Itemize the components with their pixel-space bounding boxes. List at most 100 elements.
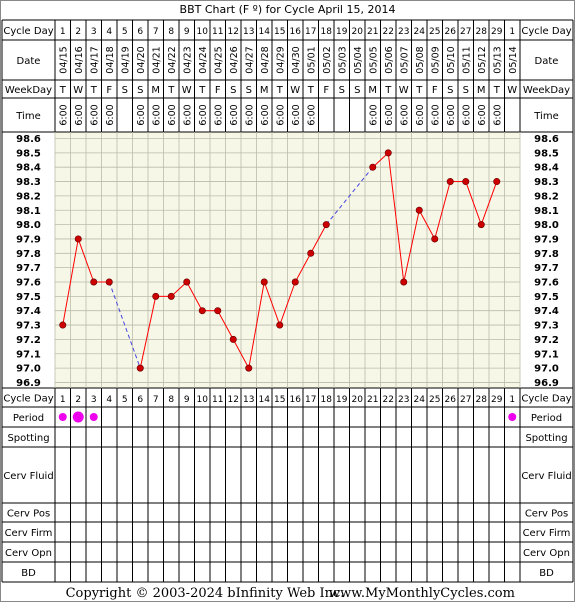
bbt-line-segment	[263, 281, 281, 326]
row-label-right: Period	[531, 413, 562, 424]
y-tick-label-left: 97.5	[16, 292, 41, 303]
cycle-day-bottom: 9	[184, 395, 190, 405]
cycle-day-bottom: 3	[91, 395, 97, 405]
weekday-label: W	[399, 85, 409, 96]
date-label: 05/04	[353, 46, 364, 73]
cycle-day-bottom: 1	[509, 395, 515, 405]
date-label: 04/27	[244, 46, 255, 73]
bbt-line-segment	[77, 238, 95, 283]
footer-site-link[interactable]: www.MyMonthlyCycles.com	[329, 586, 515, 601]
cycle-day-bottom: 16	[290, 395, 302, 405]
labels-layer: Cycle Day Cycle Day Date Date WeekDay WeekDay…	[3, 26, 571, 579]
time-label: 6:00	[136, 104, 147, 125]
bbt-point	[415, 206, 423, 214]
y-tick-label-left: 97.7	[16, 263, 41, 274]
cycle-day-bottom: 27	[460, 395, 471, 405]
row-label-right: WeekDay	[523, 85, 570, 96]
row-label-left: Period	[13, 413, 44, 424]
bbt-point	[276, 321, 284, 329]
bbt-point	[229, 335, 237, 343]
cycle-day-top: 29	[491, 27, 503, 37]
bbt-line-segment	[279, 281, 296, 326]
time-label: 6:00	[182, 104, 193, 125]
cycle-day-top: 24	[414, 27, 426, 37]
y-tick-label-left: 98.2	[16, 191, 41, 202]
period-dot	[58, 413, 67, 421]
bbt-point	[307, 249, 315, 257]
y-tick-label-left: 96.9	[16, 378, 41, 389]
cycle-day-top: 21	[367, 27, 378, 37]
cycle-day-bottom: 6	[137, 395, 143, 405]
cycle-day-bottom: 17	[305, 395, 316, 405]
cycle-day-top: 15	[274, 27, 285, 37]
weekday-label: F	[106, 85, 112, 96]
cycle-day-bottom: 13	[243, 395, 254, 405]
row-label-right: Cerv Firm	[523, 528, 571, 539]
cycle-day-top: 19	[336, 27, 348, 37]
date-label: 04/30	[291, 46, 302, 73]
weekday-label: W	[73, 85, 83, 96]
y-tick-label-left: 97.2	[16, 335, 41, 346]
cycle-day-top: 11	[212, 27, 223, 37]
y-tick-label-left: 97.0	[16, 364, 41, 375]
bbt-line-segment	[465, 181, 482, 225]
row-label-left: Cerv Pos	[7, 509, 50, 520]
cycle-day-bottom: 1	[60, 395, 66, 405]
time-label: 6:00	[368, 104, 379, 125]
bbt-point	[260, 278, 268, 286]
row-label-right: Time	[533, 111, 558, 122]
y-tick-label-right: 97.4	[534, 306, 559, 317]
bbt-line-segment	[310, 224, 327, 254]
bbt-line-segment	[387, 152, 405, 283]
weekday-label: W	[182, 85, 192, 96]
weekday-label: W	[507, 85, 517, 96]
bbt-point	[322, 221, 330, 229]
y-tick-label-left: 97.4	[16, 306, 41, 317]
cycle-day-top: 27	[460, 27, 471, 37]
y-tick-label-right: 98.0	[534, 220, 559, 231]
bbt-line-segment	[294, 253, 312, 283]
weekday-label: T	[493, 85, 501, 96]
y-tick-label-right: 98.5	[534, 148, 559, 159]
y-tick-label-left: 98.4	[16, 163, 41, 174]
weekday-label: F	[215, 85, 221, 96]
date-label: 04/28	[260, 46, 271, 73]
date-label: 05/10	[446, 46, 457, 73]
y-tick-label-right: 97.6	[534, 278, 559, 289]
cycle-day-top: 10	[197, 27, 209, 37]
y-tick-label-right: 98.3	[534, 177, 559, 188]
bbt-point	[400, 278, 408, 286]
weekday-label: F	[432, 85, 438, 96]
time-label: 6:00	[74, 104, 85, 125]
date-label: 05/14	[508, 46, 519, 73]
cycle-day-top: 23	[398, 27, 409, 37]
weekday-label: T	[59, 85, 67, 96]
time-label: 6:00	[167, 104, 178, 125]
y-tick-label-right: 97.3	[534, 321, 559, 332]
y-tick-label-left: 98.6	[16, 134, 41, 145]
date-label: 05/08	[415, 46, 426, 73]
row-label-left: Cycle Day	[3, 26, 53, 37]
bbt-point	[446, 178, 454, 186]
bbt-line-segment	[217, 310, 234, 340]
row-label-right: Cycle Day	[521, 394, 571, 405]
bbt-point	[214, 307, 222, 315]
bbt-point	[493, 178, 501, 186]
y-tick-label-right: 97.5	[534, 292, 559, 303]
time-label: 6:00	[151, 104, 162, 125]
bbt-point	[136, 364, 144, 372]
row-label-right: Spotting	[525, 433, 567, 444]
cycle-day-bottom: 7	[153, 395, 159, 405]
row-label-right: Cerv Pos	[525, 509, 568, 520]
y-tick-label-right: 98.4	[534, 163, 559, 174]
bbt-line-segment	[170, 281, 188, 297]
date-label: 05/12	[477, 46, 488, 73]
row-label-left: Cerv Fluid	[3, 471, 53, 482]
cycle-day-top: 1	[509, 27, 515, 37]
bbt-point	[477, 221, 485, 229]
y-tick-label-right: 98.6	[534, 134, 559, 145]
cycle-day-top: 16	[290, 27, 302, 37]
grid-layer	[1, 19, 574, 583]
cycle-day-top: 18	[321, 27, 333, 37]
